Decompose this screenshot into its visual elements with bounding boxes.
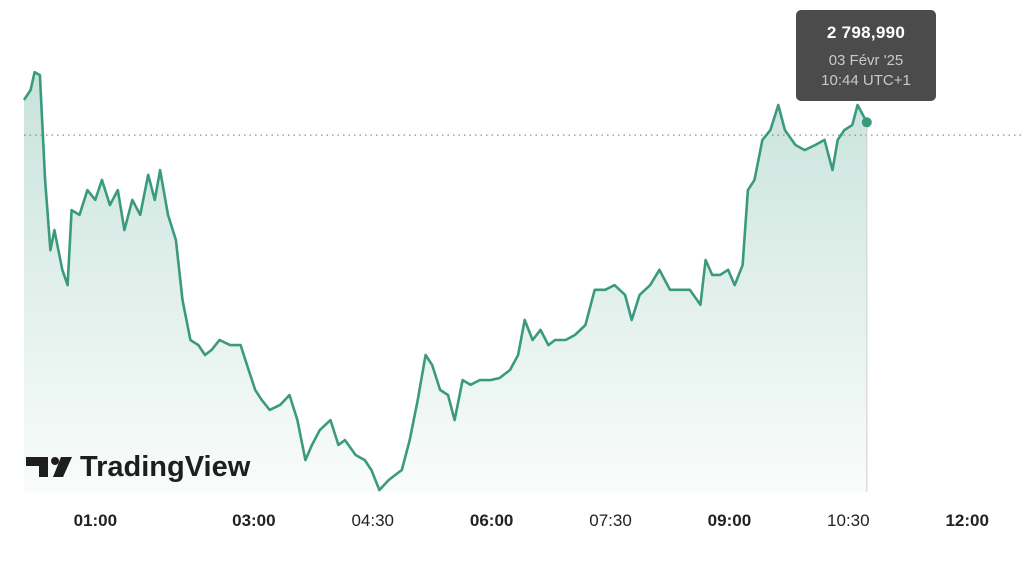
logo-mark [53,457,72,477]
tooltip-value: 2 798,990 [826,23,906,42]
tooltip: 2 798,990 03 Févr '25 10:44 UTC+1 [796,10,936,101]
x-tick-label: 10:30 [827,511,870,530]
logo-mark [51,457,59,465]
x-tick-label: 09:00 [708,511,751,530]
x-tick-label: 06:00 [470,511,513,530]
watermark-text: TradingView [80,451,251,483]
x-tick-label: 01:00 [74,511,117,530]
plot-area [22,70,1024,492]
logo-mark [26,457,48,477]
watermark-logo: TradingView [26,451,251,483]
area-fill [24,72,867,492]
x-tick-label: 07:30 [589,511,632,530]
last-point [861,117,872,128]
x-tick-label: 04:30 [351,511,394,530]
price-line [22,70,868,492]
tooltip-time: 10:44 UTC+1 [821,72,911,89]
x-tick-label: 12:00 [945,511,988,530]
tooltip-date: 03 Févr '25 [828,52,904,69]
x-tick-label: 03:00 [232,511,275,530]
